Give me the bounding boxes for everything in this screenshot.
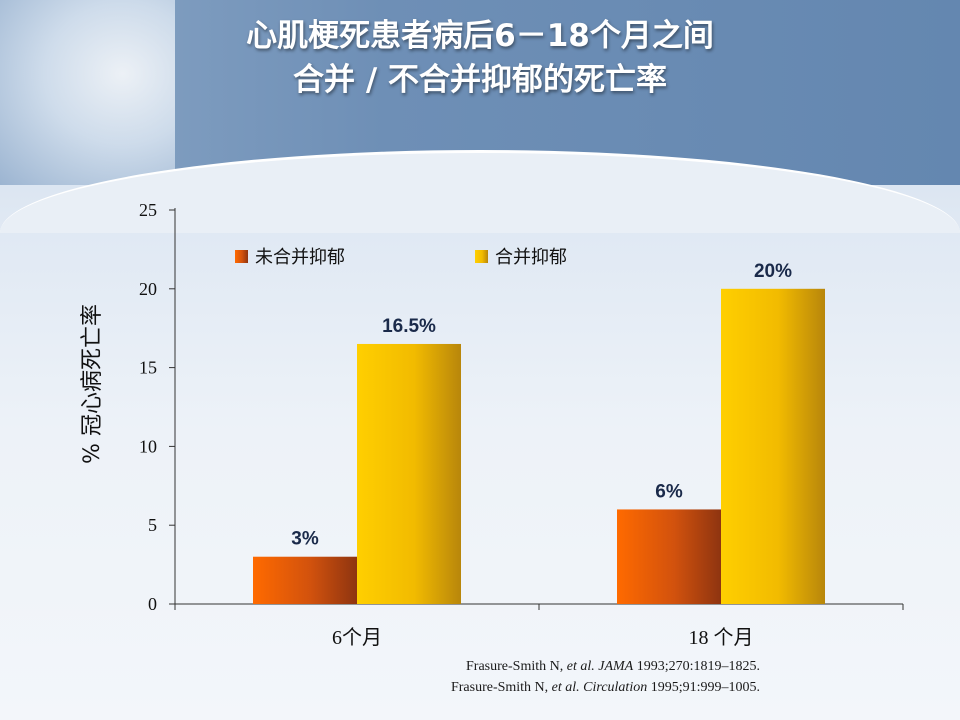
slide-title: 心肌梗死患者病后6－18个月之间 合并 / 不合并抑郁的死亡率 (180, 14, 780, 102)
title-line-1: 心肌梗死患者病后6－18个月之间 (246, 18, 714, 54)
y-tick-label: 0 (148, 594, 157, 614)
bar-no-depression (253, 556, 357, 604)
x-tick-label: 18 个月 (689, 626, 754, 649)
bars (253, 288, 825, 604)
data-label: 3% (291, 529, 319, 550)
y-axis-label: % 冠心病死亡率 (80, 304, 105, 464)
reference-1: Frasure-Smith N, et al. JAMA 1993;270:18… (466, 659, 760, 674)
bar-depression (357, 343, 461, 604)
y-tick-label: 25 (139, 200, 157, 220)
references: Frasure-Smith N, et al. JAMA 1993;270:18… (250, 656, 760, 698)
legend-label: 合并抑郁 (495, 247, 567, 268)
x-tick-label: 6个月 (332, 626, 382, 649)
y-tick-label: 10 (139, 436, 157, 456)
legend: 未合并抑郁 合并抑郁 (235, 247, 567, 268)
reference-2: Frasure-Smith N, et al. Circulation 1995… (450, 680, 760, 695)
y-tick-label: 5 (148, 515, 157, 535)
legend-swatch (235, 250, 248, 263)
data-label: 16.5% (382, 316, 436, 337)
surgeon-photo (0, 0, 175, 185)
y-tick-label: 20 (139, 279, 157, 299)
legend-swatch (475, 250, 488, 263)
legend-label: 未合并抑郁 (255, 247, 345, 268)
title-line-2: 合并 / 不合并抑郁的死亡率 (293, 62, 667, 98)
bar-no-depression (617, 509, 721, 604)
data-label: 6% (655, 481, 683, 502)
y-tick-label: 15 (139, 358, 157, 378)
data-label: 20% (754, 261, 792, 282)
bar-depression (721, 288, 825, 604)
data-labels: 3% 16.5% 6% 20% (291, 261, 792, 550)
